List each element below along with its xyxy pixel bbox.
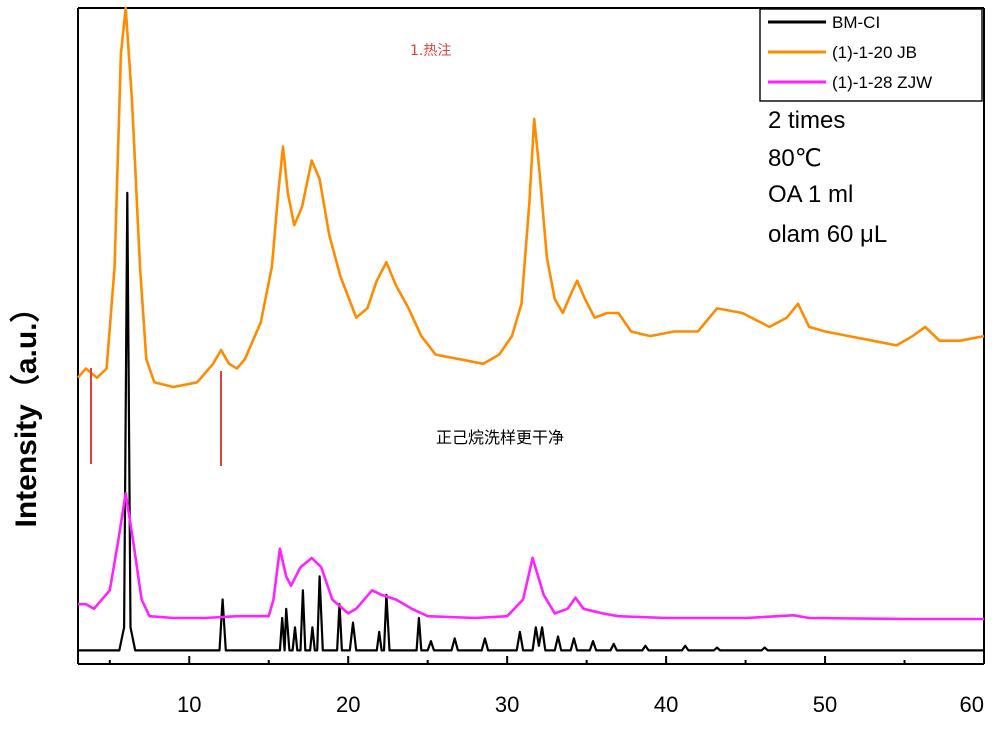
legend-label-jb: (1)-1-20 JB (832, 43, 917, 62)
legend-label-zjw: (1)-1-28 ZJW (832, 73, 932, 92)
series-layer (77, 6, 985, 652)
note-oa: OA 1 ml (768, 181, 853, 208)
x-tick-label: 60 (960, 692, 984, 717)
x-tick-label: 40 (654, 692, 678, 717)
annotation-hexane-wash: 正己烷洗样更干净 (436, 428, 564, 447)
plot-frame (77, 7, 985, 665)
note-temperature: 80℃ (768, 145, 822, 172)
y-axis-label: Intensity（a.u.） (9, 292, 43, 527)
condition-notes: 2 times 80℃ OA 1 ml olam 60 μL (768, 107, 887, 248)
x-axis-ticks: 10 20 30 40 50 60 (108, 656, 985, 717)
note-olam: olam 60 μL (768, 221, 887, 248)
x-tick-label: 50 (813, 692, 837, 717)
series-line-1-1-28-zjw (78, 492, 984, 621)
annotation-hot-injection: 1.热注 (410, 43, 451, 59)
x-tick-label: 20 (336, 692, 360, 717)
note-times: 2 times (768, 107, 845, 134)
series-line-1-1-20-jb (77, 6, 985, 389)
series-line-bm-ci (78, 191, 984, 652)
legend-label-bm-ci: BM-CI (832, 13, 880, 32)
legend: BM-CI (1)-1-20 JB (1)-1-28 ZJW (759, 8, 983, 102)
legend-box (759, 8, 983, 102)
x-tick-label: 10 (177, 692, 201, 717)
x-tick-label: 30 (495, 692, 519, 717)
